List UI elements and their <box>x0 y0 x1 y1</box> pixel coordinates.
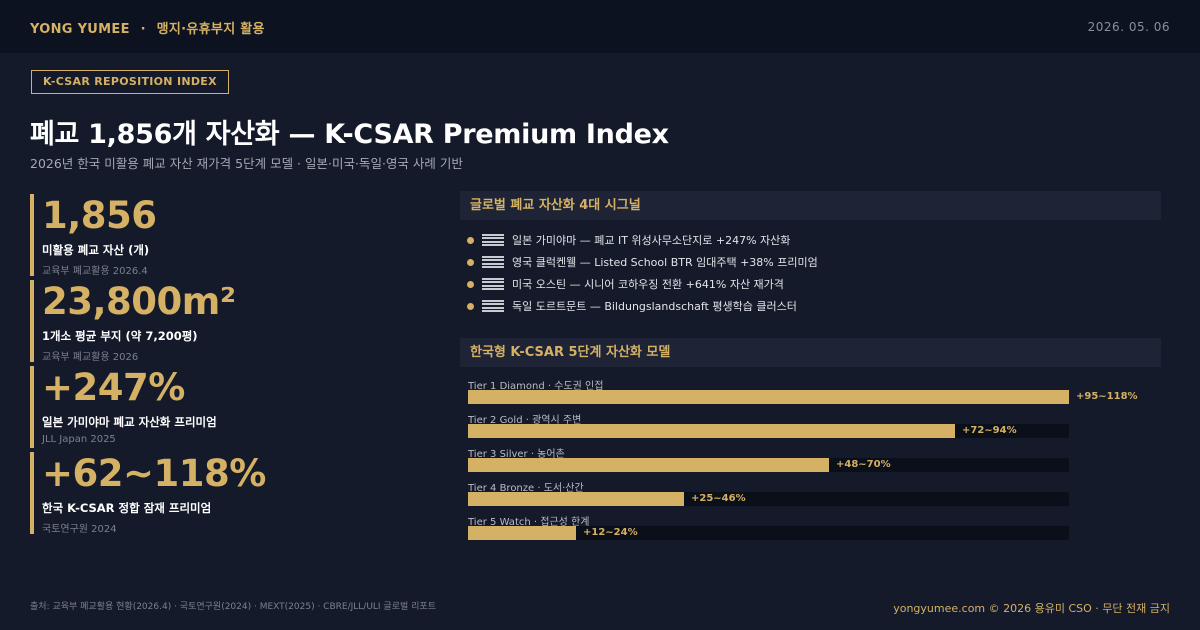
flag-icon <box>482 299 504 313</box>
signal-text: 영국 클럭켄웰 — Listed School BTR 임대주택 +38% 프리… <box>512 256 818 269</box>
stat-block-japan-premium: +247% 일본 가미야마 폐교 자산화 프리미엄 JLL Japan 2025 <box>30 366 430 448</box>
tier-label: Tier 4 Bronze · 도서·산간 <box>468 483 584 494</box>
tier-track <box>468 424 1069 438</box>
flag-icon <box>482 255 504 269</box>
index-tag: K-CSAR REPOSITION INDEX <box>31 70 229 94</box>
stat-value: +247% <box>42 366 185 409</box>
tier-value: +12~24% <box>583 527 638 538</box>
page-subtitle: 2026년 한국 미활용 폐교 자산 재가격 5단계 모델 · 일본·미국·독일… <box>30 156 463 171</box>
stat-label: 1개소 평균 부지 (약 7,200평) <box>42 329 198 343</box>
copyright: yongyumee.com © 2026 용유미 CSO · 무단 전재 금지 <box>893 602 1170 615</box>
list-item: 영국 클럭켄웰 — Listed School BTR 임대주택 +38% 프리… <box>467 251 1157 273</box>
tier-label: Tier 1 Diamond · 수도권 인접 <box>468 381 604 392</box>
tier-value: +72~94% <box>962 425 1017 436</box>
list-item: 독일 도르트문트 — Bildungslandschaft 평생학습 클러스터 <box>467 295 1157 317</box>
stat-source: JLL Japan 2025 <box>42 434 116 445</box>
stat-block-site-area: 23,800m² 1개소 평균 부지 (약 7,200평) 교육부 폐교활용 2… <box>30 280 430 363</box>
flag-icon <box>482 233 504 247</box>
model-heading: 한국형 K-CSAR 5단계 자산화 모델 <box>460 338 1161 367</box>
tier-track <box>468 526 1069 540</box>
tier-track <box>468 458 1069 472</box>
tier-value: +48~70% <box>836 459 891 470</box>
stat-value: 23,800m² <box>42 280 236 323</box>
tier-value: +25~46% <box>691 493 746 504</box>
signal-text: 미국 오스틴 — 시니어 코하우징 전환 +641% 자산 재가격 <box>512 278 784 291</box>
brand: YONG YUMEE · 맹지·유휴부지 활용 <box>30 18 265 37</box>
tier-track <box>468 390 1069 404</box>
flag-icon <box>482 277 504 291</box>
tier-bar <box>468 390 1069 404</box>
signals-list: 일본 가미야마 — 폐교 IT 위성사무소단지로 +247% 자산화 영국 클럭… <box>467 229 1157 317</box>
bullet-icon <box>467 258 474 266</box>
tier-chart: Tier 1 Diamond · 수도권 인접 +95~118% Tier 2 … <box>468 377 1168 547</box>
stat-source: 국토연구원 2024 <box>42 524 117 535</box>
stat-label: 한국 K-CSAR 정합 잠재 프리미엄 <box>42 501 212 515</box>
bullet-icon <box>467 280 474 288</box>
list-item: 일본 가미야마 — 폐교 IT 위성사무소단지로 +247% 자산화 <box>467 229 1157 251</box>
tier-row: Tier 2 Gold · 광역시 주변 +72~94% <box>468 411 1168 445</box>
stat-block-closed-schools: 1,856 미활용 폐교 자산 (개) 교육부 폐교활용 2026.4 <box>30 194 430 277</box>
tier-label: Tier 2 Gold · 광역시 주변 <box>468 415 582 426</box>
signal-text: 일본 가미야마 — 폐교 IT 위성사무소단지로 +247% 자산화 <box>512 234 791 247</box>
brand-name: YONG YUMEE <box>30 22 130 37</box>
bullet-icon <box>467 236 474 244</box>
signals-heading: 글로벌 폐교 자산화 4대 시그널 <box>460 191 1161 220</box>
bullet-icon <box>467 302 474 310</box>
signal-text: 독일 도르트문트 — Bildungslandschaft 평생학습 클러스터 <box>512 300 797 313</box>
top-bar: YONG YUMEE · 맹지·유휴부지 활용 2026. 05. 06 <box>0 0 1200 53</box>
page-title: 폐교 1,856개 자산화 — K-CSAR Premium Index <box>30 119 669 150</box>
sources-footnote: 출처: 교육부 폐교활용 현황(2026.4) · 국토연구원(2024) · … <box>30 602 436 612</box>
stat-label: 일본 가미야마 폐교 자산화 프리미엄 <box>42 415 217 429</box>
tier-bar <box>468 526 576 540</box>
tier-label: Tier 3 Silver · 농어촌 <box>468 449 565 460</box>
stat-source: 교육부 폐교활용 2026 <box>42 352 139 363</box>
publish-date: 2026. 05. 06 <box>1087 20 1170 34</box>
tier-row: Tier 4 Bronze · 도서·산간 +25~46% <box>468 479 1168 513</box>
tier-label: Tier 5 Watch · 접근성 한계 <box>468 517 590 528</box>
tier-row: Tier 1 Diamond · 수도권 인접 +95~118% <box>468 377 1168 411</box>
tier-bar <box>468 424 955 438</box>
tier-row: Tier 5 Watch · 접근성 한계 +12~24% <box>468 513 1168 547</box>
stat-source: 교육부 폐교활용 2026.4 <box>42 266 148 277</box>
tier-track <box>468 492 1069 506</box>
stat-block-korea-premium: +62~118% 한국 K-CSAR 정합 잠재 프리미엄 국토연구원 2024 <box>30 452 430 535</box>
tier-bar <box>468 492 684 506</box>
section-name: 맹지·유휴부지 활용 <box>156 22 265 37</box>
tier-row: Tier 3 Silver · 농어촌 +48~70% <box>468 445 1168 479</box>
stat-value: +62~118% <box>42 452 266 495</box>
stat-label: 미활용 폐교 자산 (개) <box>42 243 150 257</box>
list-item: 미국 오스틴 — 시니어 코하우징 전환 +641% 자산 재가격 <box>467 273 1157 295</box>
stat-value: 1,856 <box>42 194 157 237</box>
tier-value: +95~118% <box>1076 391 1138 402</box>
tier-bar <box>468 458 829 472</box>
brand-separator: · <box>140 22 146 37</box>
